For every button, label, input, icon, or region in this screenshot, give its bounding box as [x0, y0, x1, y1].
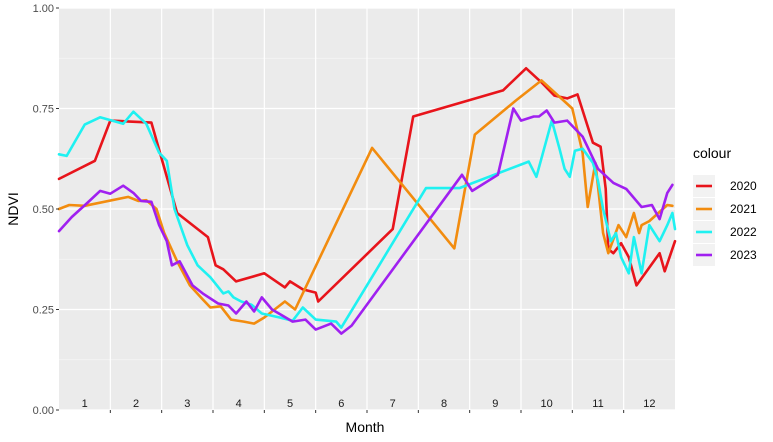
y-tick-label: 1.00 — [33, 3, 54, 15]
month-label: 2 — [133, 398, 139, 410]
y-tick-label: 0.50 — [33, 204, 54, 216]
month-label: 6 — [338, 398, 344, 410]
month-label: 4 — [236, 398, 242, 410]
month-label: 8 — [441, 398, 447, 410]
month-label: 10 — [541, 398, 553, 410]
series-lines — [57, 67, 677, 335]
series-line-2022 — [57, 110, 677, 329]
y-tick-label: 0.25 — [33, 305, 54, 317]
x-axis-title: Month — [346, 419, 385, 435]
month-label: 5 — [287, 398, 293, 410]
series-line-2023 — [57, 107, 674, 335]
series-line-2021 — [57, 79, 674, 325]
y-tick-label: 0.00 — [33, 405, 54, 417]
series-line-2020 — [57, 67, 677, 303]
legend-title: colour — [693, 145, 731, 161]
month-label: 3 — [184, 398, 190, 410]
month-label: 11 — [592, 398, 603, 410]
month-label: 1 — [82, 398, 88, 410]
legend-label-2021: 2021 — [730, 202, 757, 216]
legend-label-2023: 2023 — [730, 248, 757, 262]
month-label: 12 — [643, 398, 655, 410]
legend-label-2020: 2020 — [730, 179, 757, 193]
y-tick-label: 0.75 — [33, 104, 54, 116]
month-label: 9 — [492, 398, 498, 410]
legend-label-2022: 2022 — [730, 225, 757, 239]
month-label: 7 — [390, 398, 396, 410]
y-axis: 0.00 0.25 0.50 0.75 1.00 — [33, 3, 59, 417]
legend: colour 2020 2021 2022 2023 — [693, 145, 757, 266]
y-axis-title: NDVI — [5, 192, 21, 225]
x-axis — [109, 410, 625, 413]
